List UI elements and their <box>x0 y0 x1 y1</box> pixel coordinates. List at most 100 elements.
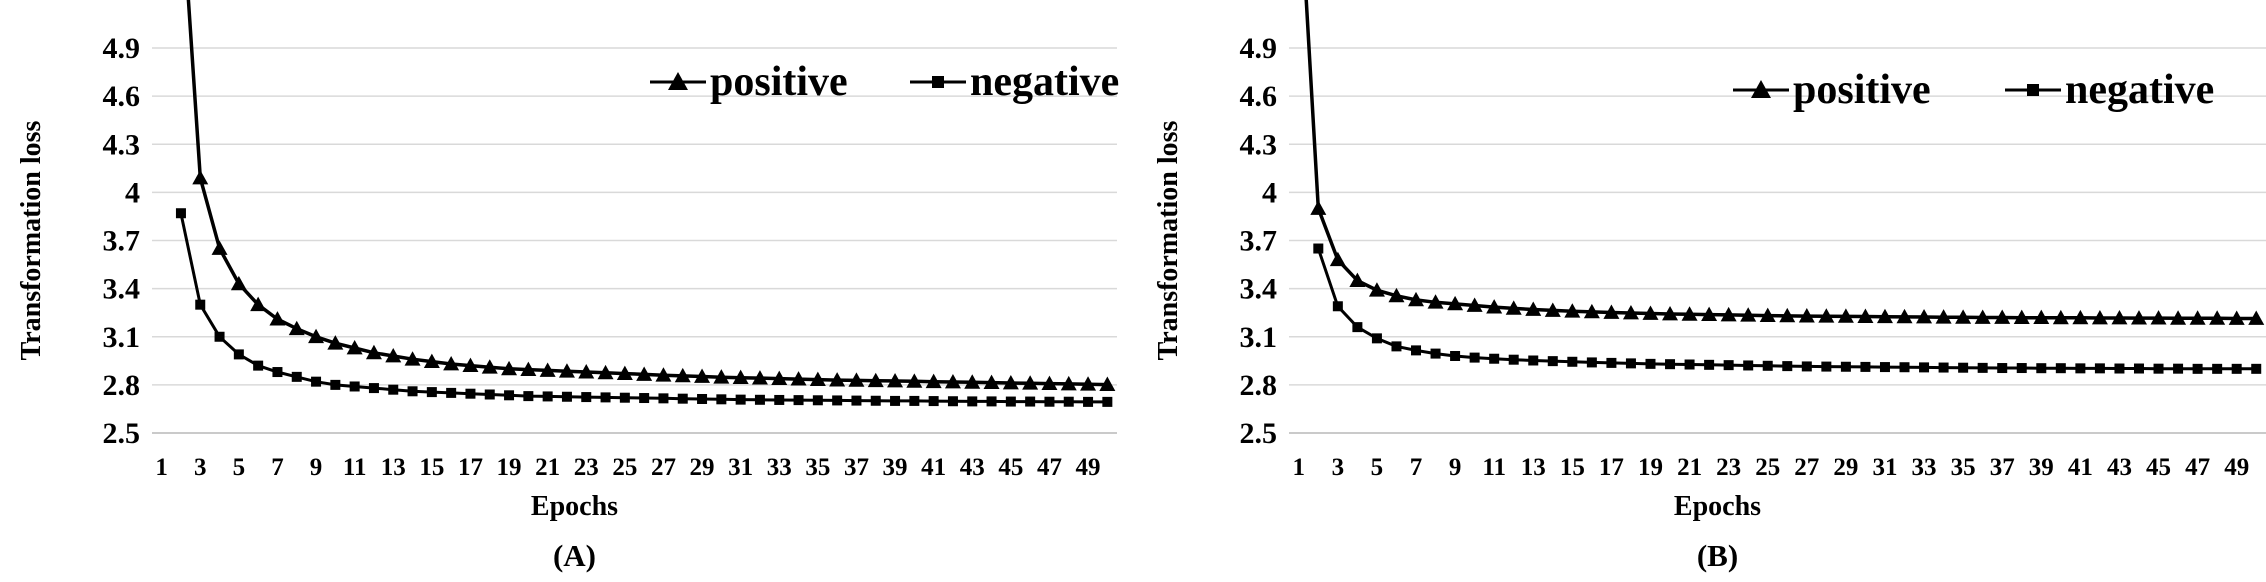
data-point-positive <box>2170 310 2187 325</box>
x-tick-label: 43 <box>2107 454 2132 481</box>
data-point-negative <box>1430 348 1441 359</box>
data-point-positive <box>751 370 768 385</box>
data-point-positive <box>964 374 981 389</box>
data-point-positive <box>906 373 923 388</box>
data-point-positive <box>539 362 556 377</box>
data-point-positive <box>1368 282 1385 297</box>
y-tick-label: 4.6 <box>103 80 141 113</box>
x-tick-label: 35 <box>805 454 830 481</box>
data-point-positive <box>1310 200 1327 215</box>
y-axis-title: Transformation loss <box>1153 120 1184 360</box>
data-point-negative <box>465 388 476 399</box>
data-point-negative <box>697 393 708 404</box>
data-point-negative <box>1025 396 1036 407</box>
x-tick-label: 47 <box>1037 454 1062 481</box>
y-tick-label: 3.1 <box>103 321 141 354</box>
y-tick-label: 2.8 <box>1240 369 1278 402</box>
data-point-negative <box>1586 357 1597 368</box>
data-point-negative <box>793 395 804 406</box>
y-axis-title: Transformation loss <box>16 120 47 360</box>
data-point-positive <box>1564 303 1581 318</box>
x-tick-label: 3 <box>194 454 207 481</box>
data-point-positive <box>1837 308 1854 323</box>
data-point-positive <box>2150 310 2167 325</box>
x-tick-label: 21 <box>1677 454 1702 481</box>
data-point-positive <box>1427 294 1444 309</box>
data-point-negative <box>504 390 515 401</box>
data-point-negative <box>774 394 785 405</box>
data-point-negative <box>1371 333 1382 344</box>
data-point-negative <box>542 391 553 402</box>
data-point-negative <box>1606 357 1617 368</box>
legend-label-positive: positive <box>1793 67 1931 113</box>
data-point-positive <box>1041 375 1058 390</box>
data-point-negative <box>1411 345 1422 356</box>
x-tick-label: 49 <box>2224 454 2249 481</box>
data-point-positive <box>2052 309 2069 325</box>
data-point-positive <box>211 240 228 255</box>
series-negative <box>175 208 1113 407</box>
data-point-negative <box>1997 363 2008 374</box>
data-point-negative <box>2192 363 2203 374</box>
x-tick-label: 1 <box>155 454 168 481</box>
gridlines <box>1289 47 2266 434</box>
data-point-positive <box>713 369 730 384</box>
data-point-negative <box>909 395 920 406</box>
data-point-positive <box>308 328 325 344</box>
data-point-negative <box>2212 363 2223 374</box>
data-point-positive <box>1662 305 1679 321</box>
legend-label-negative: negative <box>2065 67 2214 113</box>
data-point-negative <box>368 383 379 394</box>
x-tick-label: 47 <box>2185 454 2210 481</box>
data-point-positive <box>887 373 904 388</box>
data-point-positive <box>848 372 865 387</box>
x-tick-label: 33 <box>1912 454 1937 481</box>
y-tick-label: 2.5 <box>103 417 141 450</box>
data-point-negative <box>1704 359 1715 370</box>
x-axis-title: Epochs <box>1674 491 1761 522</box>
y-tick-label: 4 <box>1262 176 1277 209</box>
x-tick-label: 19 <box>1638 454 1663 481</box>
data-point-negative <box>870 395 881 406</box>
data-point-positive <box>1818 308 1835 323</box>
data-point-positive <box>1544 302 1561 317</box>
x-tick-label: 29 <box>690 454 715 481</box>
x-tick-label: 23 <box>1716 454 1741 481</box>
data-point-positive <box>1388 287 1405 303</box>
data-point-positive <box>867 372 884 388</box>
data-point-negative <box>407 386 418 397</box>
x-tick-label: 3 <box>1332 454 1345 481</box>
data-point-positive <box>1408 291 1425 307</box>
data-point-negative <box>754 394 765 405</box>
data-point-negative <box>928 396 939 407</box>
data-point-positive <box>443 356 460 371</box>
data-point-positive <box>809 371 826 386</box>
x-tick-label: 45 <box>998 454 1023 481</box>
legend-label-negative: negative <box>970 59 1119 105</box>
legend-marker-negative <box>932 76 944 88</box>
x-tick-label: 7 <box>1410 454 1423 481</box>
data-point-negative <box>2036 363 2047 374</box>
x-axis-title: Epochs <box>531 491 618 522</box>
chart-panel-a: 2.5 2.8 3.1 3.4 3.7 4 4.3 4.6 4.9 1 3 5 7 9 11 13 15 17 19… <box>16 0 1119 573</box>
x-tick-label: 45 <box>2146 454 2171 481</box>
x-tick-label: 37 <box>1990 454 2015 481</box>
data-point-negative <box>1821 361 1832 372</box>
x-tick-label: 31 <box>1872 454 1897 481</box>
y-tick-label: 4 <box>125 176 140 209</box>
data-point-positive <box>1583 303 1600 319</box>
data-point-positive <box>1603 304 1620 319</box>
x-tick-label: 9 <box>310 454 323 481</box>
x-tick-label: 29 <box>1833 454 1858 481</box>
x-tick-label: 35 <box>1951 454 1976 481</box>
x-tick-label: 41 <box>921 454 946 481</box>
data-point-positive <box>1486 299 1503 314</box>
x-tick-label: 39 <box>883 454 908 481</box>
data-point-negative <box>1313 243 1324 254</box>
data-point-positive <box>616 365 633 381</box>
data-point-positive <box>1622 305 1639 320</box>
data-point-positive <box>944 373 961 389</box>
y-tick-label: 2.8 <box>103 369 141 402</box>
data-point-positive <box>1857 308 1874 323</box>
data-point-negative <box>233 349 244 360</box>
